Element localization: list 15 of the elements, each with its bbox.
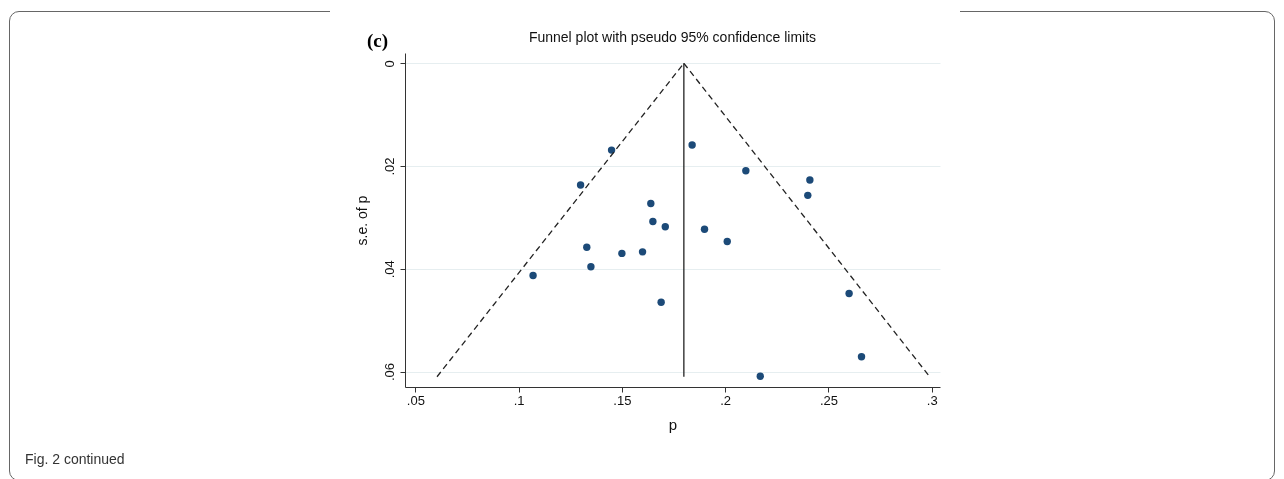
y-axis-title: s.e. of p (353, 195, 370, 246)
x-axis-title: p (668, 415, 678, 433)
caption: Fig. 2 continued (25, 451, 125, 467)
y-tick-label: .04 (381, 260, 397, 279)
x-tick-label: .05 (406, 392, 425, 408)
x-tick-label: .2 (720, 392, 732, 408)
text: (c) (367, 30, 389, 52)
x-tick-label: .1 (513, 392, 525, 408)
x-tick-label: .3 (926, 392, 938, 408)
y-tick-label: 0 (381, 60, 397, 68)
x-tick-label: .15 (613, 392, 632, 408)
x-tick-label: .25 (819, 392, 838, 408)
chart-title: Funnel plot with pseudo 95% confidence limits (528, 29, 817, 45)
y-tick-label: .06 (381, 363, 397, 382)
y-tick-label: .02 (381, 157, 397, 176)
